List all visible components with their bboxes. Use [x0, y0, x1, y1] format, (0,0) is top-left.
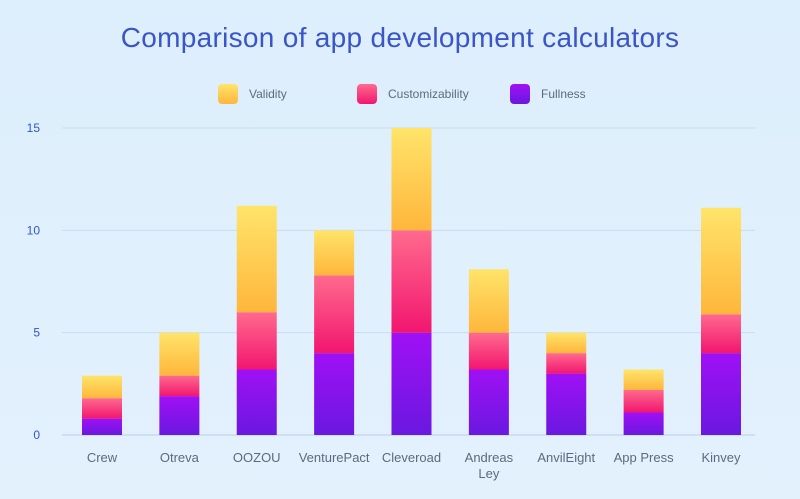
bar-andreas-ley-fullness	[468, 369, 509, 435]
x-tick-label: OOZOU	[233, 450, 281, 465]
x-tick-label: App Press	[614, 450, 674, 465]
bar-app-press-customizability	[623, 389, 664, 413]
bar-crew-customizability	[82, 398, 122, 419]
bar-kinvey-fullness	[701, 353, 741, 435]
y-tick-label: 15	[27, 121, 41, 135]
bar-crew-fullness	[82, 418, 122, 435]
axis-labels: 0 5 10 15 Crew Otreva OOZOU VenturePact Cleveroa…	[27, 121, 741, 481]
bar-oozou-customizability	[236, 312, 277, 370]
x-tick-label: Otreva	[160, 450, 200, 465]
bar-otreva-customizability	[159, 375, 200, 397]
x-tick-label: Andreas	[465, 450, 514, 465]
bar-crew-validity	[82, 375, 122, 399]
x-tick-label: Crew	[87, 450, 118, 465]
y-tick-label: 0	[33, 428, 40, 442]
x-tick-label: AnvilEight	[537, 450, 595, 465]
bar-oozou-validity	[236, 205, 277, 313]
bar-venturepact-fullness	[314, 353, 355, 435]
bar-kinvey-validity	[701, 207, 741, 315]
legend: Validity Customizability Fullness	[218, 84, 586, 104]
x-tick-label: Kinvey	[701, 450, 741, 465]
legend-swatch-fullness	[510, 84, 530, 104]
y-tick-label: 10	[27, 223, 41, 237]
chart-title: Comparison of app development calculator…	[120, 22, 680, 53]
bars	[82, 128, 741, 435]
legend-swatch-customizability	[357, 84, 377, 104]
legend-label-fullness: Fullness	[541, 87, 586, 101]
legend-swatch-validity	[218, 84, 238, 104]
bar-anvileight-fullness	[546, 373, 587, 435]
bar-andreas-ley-customizability	[468, 332, 509, 370]
bar-cleveroad-fullness	[391, 332, 432, 435]
bar-venturepact-customizability	[314, 275, 355, 354]
bar-anvileight-validity	[546, 332, 587, 354]
bar-oozou-fullness	[236, 369, 277, 435]
bar-otreva-fullness	[159, 396, 200, 435]
x-tick-label: VenturePact	[299, 450, 370, 465]
bar-kinvey-customizability	[701, 314, 741, 354]
bar-cleveroad-customizability	[391, 230, 432, 333]
y-tick-label: 5	[33, 326, 40, 340]
legend-label-customizability: Customizability	[388, 87, 469, 101]
bar-anvileight-customizability	[546, 353, 587, 374]
legend-label-validity: Validity	[249, 87, 287, 101]
x-tick-label: Ley	[478, 466, 499, 481]
bar-cleveroad-validity	[391, 128, 432, 231]
x-tick-label: Cleveroad	[382, 450, 441, 465]
bar-andreas-ley-validity	[468, 269, 509, 333]
bar-app-press-validity	[623, 369, 664, 390]
bar-app-press-fullness	[623, 412, 664, 435]
bar-otreva-validity	[159, 332, 200, 376]
bar-venturepact-validity	[314, 230, 355, 276]
